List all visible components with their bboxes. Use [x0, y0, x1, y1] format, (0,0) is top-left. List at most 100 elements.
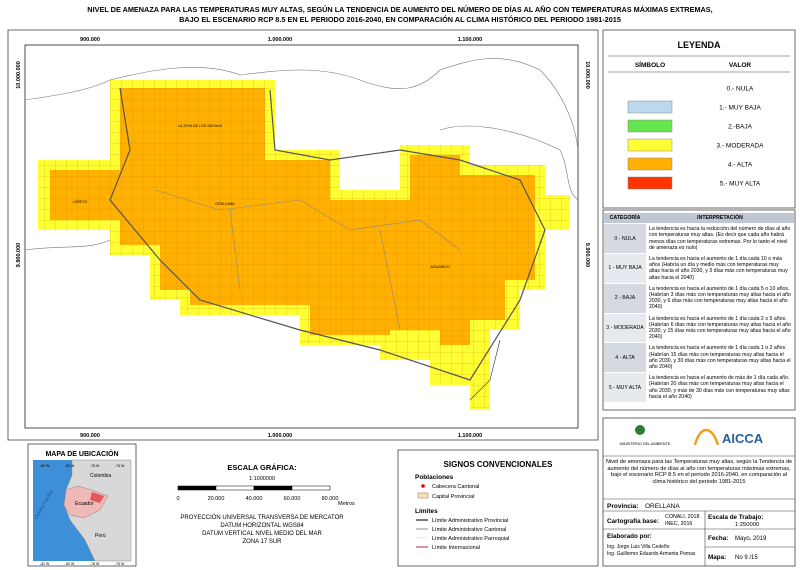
signs-section: Límites — [415, 508, 438, 515]
coord-label: 9.900.000 — [584, 243, 590, 267]
legend-swatch — [627, 176, 673, 190]
interp-category: 5 - MUY ALTA — [608, 384, 642, 391]
legend-title: LEYENDA — [677, 40, 721, 50]
scale-title: ESCALA GRÁFICA: — [227, 463, 296, 472]
scale-unit: Metros — [338, 501, 355, 507]
interp-row: 3 - MODERADA La tendencia es hacia el aum… — [604, 312, 794, 343]
info-label: Mapa: — [708, 554, 726, 561]
interp-text: La tendencia es hacia la reducción del n… — [646, 224, 794, 254]
legend-swatch — [627, 157, 673, 171]
projection-line: PROYECCIÓN UNIVERSAL TRANSVERSA DE MERCA… — [180, 514, 344, 521]
aicca-icon — [693, 428, 720, 446]
info-value: CONALI, 2018 — [665, 514, 700, 520]
legend-label: 1.- MUY BAJA — [719, 105, 761, 112]
scale-tick: 0 — [176, 496, 179, 502]
country-label: Perú — [95, 533, 106, 539]
sign-label: Capital Provincial — [432, 494, 475, 500]
interp-row: 2 - BAJA La tendencia es hacia el aumento… — [604, 282, 794, 313]
interp-header: CATEGORÍA INTERPRETACIÓN — [604, 212, 794, 224]
info-label: Cartografía base: — [607, 518, 659, 525]
signs-box — [397, 449, 599, 567]
projection-line: DATUM HORIZONTAL WGS84 — [220, 523, 304, 529]
info-value: Mayo, 2019 — [735, 536, 767, 542]
interp-header-cell: INTERPRETACIÓN — [697, 215, 743, 221]
interp-text: La tendencia es hacia el aumento de 1 dí… — [646, 254, 794, 283]
lon-label: -80 W — [65, 562, 75, 566]
info-label: Fecha: — [708, 535, 728, 542]
lon-label: -78 W — [90, 464, 100, 468]
grid-overlay — [38, 80, 570, 410]
info-value: No 9 /15 — [735, 555, 758, 561]
interp-text: La tendencia es hacia el aumento de 1 dí… — [646, 283, 794, 313]
sign-label: Cabecera Cantonal — [432, 484, 479, 490]
sign-label: Límite Administrativo Provincial — [432, 518, 508, 524]
scale-segment — [253, 485, 293, 491]
coord-label: 1.100.000 — [458, 433, 482, 439]
scale-bar: 0 20.000 40.000 60.000 80.000 — [176, 485, 338, 502]
sign-label: Límite Administrativo Parroquial — [432, 536, 509, 542]
author: Ing. Jorge Luis Villa Cedeño — [607, 544, 670, 550]
interp-row: 5 - MUY ALTA La tendencia es hacia el aum… — [604, 372, 794, 403]
title-line: BAJO EL ESCENARIO RCP 8.5 EN EL PERIODO … — [179, 15, 621, 24]
lon-label: -82 W — [40, 464, 50, 468]
location-title: MAPA DE UBICACIÓN — [45, 449, 118, 458]
coord-label: 1.000.000 — [268, 37, 292, 43]
coord-label: 10.000.000 — [584, 61, 590, 89]
info-value: 1:250000 — [735, 522, 759, 528]
lon-label: -82 W — [40, 562, 50, 566]
capital-symbol — [417, 492, 429, 499]
provincial-limit — [109, 87, 546, 381]
legend-label: 4.- ALTA — [728, 162, 753, 169]
place-label: LA JOYA DE LOS SACHAS — [178, 124, 223, 128]
scale-tick: 40.000 — [246, 496, 263, 502]
study-area — [90, 492, 104, 503]
interp-category: 0 - NULA — [614, 235, 636, 242]
interp-row: 1 - MUY BAJA La tendencia es hacia el aum… — [604, 253, 794, 283]
projection-line: DATUM VERTICAL NIVEL MEDIO DEL MAR — [202, 531, 322, 537]
title-line: NIVEL DE AMENAZA PARA LAS TEMPERATURAS M… — [87, 5, 712, 14]
place-label: AGUARICO — [430, 265, 449, 269]
coord-label: 9.900.000 — [16, 243, 22, 267]
signs-title: SIGNOS CONVENCIONALES — [444, 460, 554, 469]
aicca-logo: AICCA — [722, 431, 764, 446]
interp-category: 4 - ALTA — [615, 354, 635, 361]
scale-segment — [215, 485, 255, 491]
info-label: Provincia: — [607, 503, 638, 510]
scale-tick: 60.000 — [284, 496, 301, 502]
author: Ing. Guillermo Eduardo Armenta Pomas — [607, 551, 696, 557]
projection-line: ZONA 17 SUR — [242, 539, 282, 545]
legend-label: 0.- NULA — [727, 86, 754, 93]
country-label: Colombia — [90, 473, 111, 479]
scale-segment — [291, 485, 331, 491]
border-line — [469, 339, 501, 401]
sign-label: Límite Internacional — [432, 545, 480, 551]
interpretation-table: CATEGORÍA INTERPRETACIÓN 0 - NULA La tend… — [604, 212, 794, 403]
legend-label: 5.- MUY ALTA — [720, 181, 761, 188]
interp-row: 4 - ALTA La tendencia es hacia el aumento… — [604, 342, 794, 373]
ministry-name: MINISTERIO DEL AMBIENTE — [620, 442, 671, 446]
legend-rows: 0.- NULA 1.- MUY BAJA 2.-BAJA 3.- MODERADA 4… — [627, 86, 765, 190]
info-value: INEC, 2016 — [665, 521, 692, 527]
legend-header: SÍMBOLO — [635, 60, 665, 69]
signs-section: Poblaciones — [415, 474, 454, 481]
interp-text: La tendencia es hacia el aumento de 1 dí… — [646, 343, 794, 373]
info-value: ORELLANA — [645, 503, 680, 510]
map-description: Nivel de amenaza para las Temperaturas m… — [605, 459, 793, 485]
border-line — [439, 125, 578, 201]
interp-box — [602, 209, 796, 411]
cantonal-limit — [154, 189, 461, 331]
legend-label: 3.- MODERADA — [717, 143, 765, 150]
interp-text: La tendencia es hacia el aumento de más … — [646, 373, 794, 403]
country-label: Ecuador — [75, 501, 94, 507]
lon-label: -80 W — [65, 464, 75, 468]
cantonal-symbol — [421, 484, 425, 488]
coord-label: 10.000.000 — [16, 61, 22, 89]
coord-label: 1.100.000 — [458, 37, 482, 43]
scale-tick: 20.000 — [208, 496, 225, 502]
place-label: ORELLANA — [215, 202, 235, 206]
scale-segment — [177, 485, 217, 491]
border-line — [25, 58, 578, 151]
interp-header-cell: CATEGORÍA — [609, 215, 641, 221]
legend-label: 2.-BAJA — [728, 124, 753, 131]
